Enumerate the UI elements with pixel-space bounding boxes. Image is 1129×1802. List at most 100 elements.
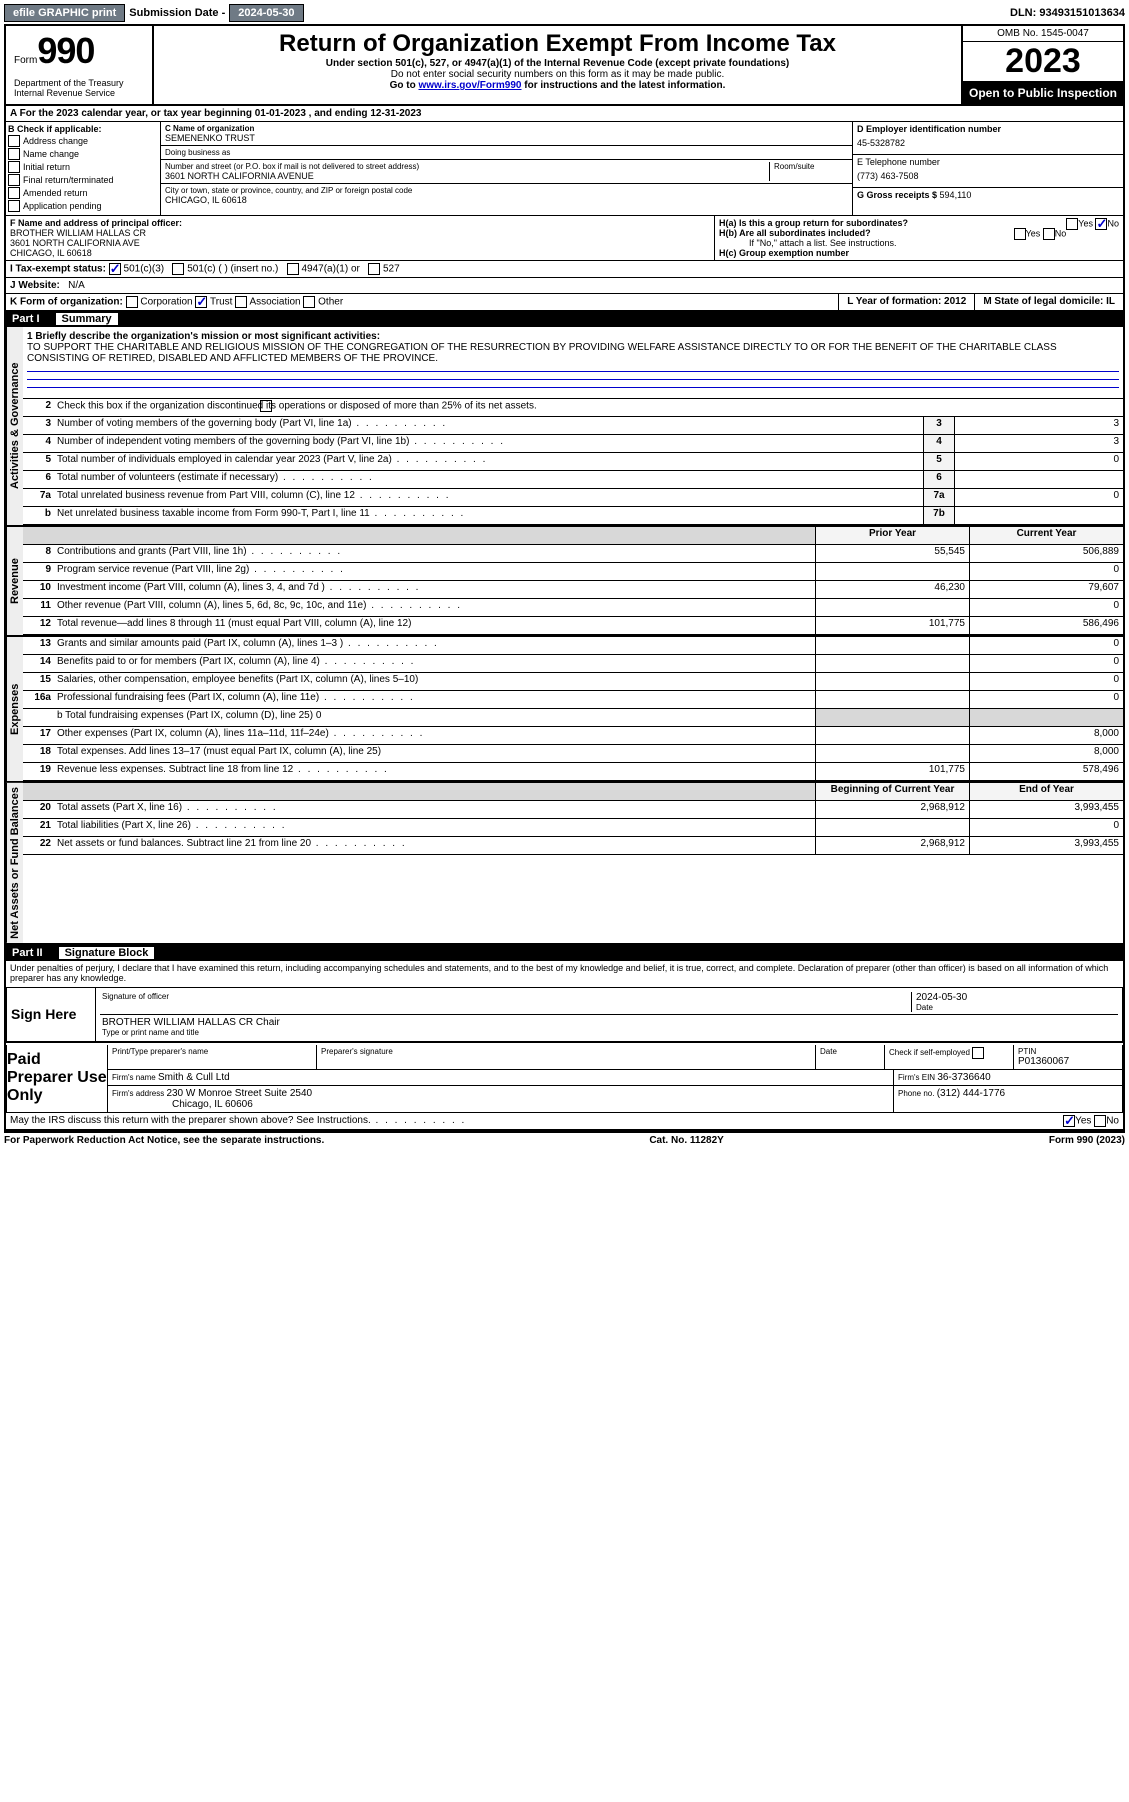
check-4947[interactable] [287, 263, 299, 275]
val-5: 0 [954, 453, 1123, 470]
current-year-header: Current Year [969, 527, 1123, 544]
omb-number: OMB No. 1545-0047 [963, 26, 1123, 42]
cat-no: Cat. No. 11282Y [649, 1135, 723, 1146]
expenses-label: Expenses [6, 637, 23, 781]
revenue-section: Revenue Prior Year Current Year 8Contrib… [6, 527, 1123, 637]
form-container: Form990 Department of the Treasury Inter… [4, 24, 1125, 1133]
net-assets-section: Net Assets or Fund Balances Beginning of… [6, 783, 1123, 945]
end-year-header: End of Year [969, 783, 1123, 800]
website-value: N/A [68, 280, 85, 291]
gross-receipts: 594,110 [940, 190, 972, 200]
checkbox-icon [8, 161, 20, 173]
val-7a: 0 [954, 489, 1123, 506]
form-header: Form990 Department of the Treasury Inter… [6, 26, 1123, 106]
begin-year-header: Beginning of Current Year [815, 783, 969, 800]
mission-text: TO SUPPORT THE CHARITABLE AND RELIGIOUS … [27, 342, 1119, 364]
paid-preparer-label: Paid Preparer Use Only [7, 1045, 108, 1112]
check-527[interactable] [368, 263, 380, 275]
perjury-text: Under penalties of perjury, I declare th… [6, 961, 1123, 985]
ein-value: 45-5328782 [857, 134, 1119, 152]
check-final-return[interactable]: Final return/terminated [8, 174, 158, 186]
check-discontinued[interactable] [260, 400, 272, 412]
net-assets-label: Net Assets or Fund Balances [6, 783, 23, 943]
firm-address: 230 W Monroe Street Suite 2540 [166, 1088, 312, 1099]
checkbox-icon [8, 174, 20, 186]
part-2-header: Part II Signature Block [6, 945, 1123, 961]
expenses-section: Expenses 13Grants and similar amounts pa… [6, 637, 1123, 783]
form990-link[interactable]: www.irs.gov/Form990 [418, 80, 521, 91]
checkbox-icon [8, 135, 20, 147]
val-7b [954, 507, 1123, 524]
check-application-pending[interactable]: Application pending [8, 200, 158, 212]
check-501c[interactable] [172, 263, 184, 275]
firm-ein: 36-3736640 [937, 1072, 990, 1083]
col-d-e-g: D Employer identification number 45-5328… [852, 122, 1123, 215]
form-title: Return of Organization Exempt From Incom… [158, 30, 957, 58]
submission-label: Submission Date - [129, 7, 225, 19]
year-block: OMB No. 1545-0047 2023 Open to Public In… [961, 26, 1123, 104]
phone-value: (773) 463-7508 [857, 167, 1119, 185]
checkbox-icon [8, 200, 20, 212]
check-corporation[interactable] [126, 296, 138, 308]
check-trust[interactable] [195, 296, 207, 308]
checkbox-icon[interactable] [1066, 218, 1078, 230]
part-1-header: Part I Summary [6, 311, 1123, 327]
check-association[interactable] [235, 296, 247, 308]
check-501c3[interactable] [109, 263, 121, 275]
org-name: SEMENENKO TRUST [165, 133, 848, 143]
firm-city: Chicago, IL 60606 [112, 1099, 889, 1110]
check-name-change[interactable]: Name change [8, 148, 158, 160]
dept-label: Department of the Treasury Internal Reve… [14, 78, 144, 98]
check-initial-return[interactable]: Initial return [8, 161, 158, 173]
paperwork-notice: For Paperwork Reduction Act Notice, see … [4, 1135, 324, 1146]
checkbox-icon[interactable] [1043, 228, 1055, 240]
subtitle-1: Under section 501(c), 527, or 4947(a)(1)… [158, 58, 957, 69]
firm-name: Smith & Cull Ltd [158, 1072, 230, 1083]
prior-year-header: Prior Year [815, 527, 969, 544]
paid-preparer-section: Paid Preparer Use Only Print/Type prepar… [6, 1045, 1123, 1113]
row-j: J Website: N/A [6, 278, 1123, 294]
sign-here-label: Sign Here [7, 988, 96, 1041]
officer-name: BROTHER WILLIAM HALLAS CR [10, 228, 710, 238]
governance-label: Activities & Governance [6, 327, 23, 525]
revenue-label: Revenue [6, 527, 23, 635]
dln: DLN: 93493151013634 [1010, 7, 1125, 19]
mission-block: 1 Briefly describe the organization's mi… [23, 327, 1123, 399]
val-6 [954, 471, 1123, 488]
col-b: B Check if applicable: Address change Na… [6, 122, 161, 215]
check-discuss-no[interactable] [1094, 1115, 1106, 1127]
discuss-row: May the IRS discuss this return with the… [6, 1113, 1123, 1131]
row-i: I Tax-exempt status: 501(c)(3) 501(c) ( … [6, 261, 1123, 278]
checkbox-icon[interactable] [1014, 228, 1026, 240]
check-discuss-yes[interactable] [1063, 1115, 1075, 1127]
row-k: K Form of organization: Corporation Trus… [6, 294, 1123, 311]
col-c: C Name of organization SEMENENKO TRUST D… [161, 122, 852, 215]
val-3: 3 [954, 417, 1123, 434]
sign-here-section: Sign Here Signature of officer 2024-05-3… [6, 987, 1123, 1043]
tax-year: 2023 [963, 42, 1123, 82]
checkbox-icon[interactable] [1095, 218, 1107, 230]
goto-line: Go to www.irs.gov/Form990 for instructio… [158, 80, 957, 91]
form-id-block: Form990 Department of the Treasury Inter… [6, 26, 154, 104]
year-of-formation: L Year of formation: 2012 [839, 294, 975, 310]
form-version: Form 990 (2023) [1049, 1135, 1125, 1146]
city-state-zip: CHICAGO, IL 60618 [165, 195, 848, 205]
officer-signature-name: BROTHER WILLIAM HALLAS CR Chair [102, 1017, 1116, 1028]
check-address-change[interactable]: Address change [8, 135, 158, 147]
checkbox-icon [8, 148, 20, 160]
efile-print-button[interactable]: efile GRAPHIC print [4, 4, 125, 22]
subtitle-2: Do not enter social security numbers on … [158, 69, 957, 80]
check-self-employed[interactable] [972, 1047, 984, 1059]
check-other[interactable] [303, 296, 315, 308]
row-a-tax-year: A For the 2023 calendar year, or tax yea… [6, 106, 1123, 122]
street-address: 3601 NORTH CALIFORNIA AVENUE [165, 171, 769, 181]
check-amended[interactable]: Amended return [8, 187, 158, 199]
top-bar: efile GRAPHIC print Submission Date - 20… [4, 4, 1125, 22]
inspection-badge: Open to Public Inspection [963, 82, 1123, 104]
submission-date: 2024-05-30 [229, 4, 303, 22]
officer-addr: 3601 NORTH CALIFORNIA AVE [10, 238, 710, 248]
ptin-value: P01360067 [1018, 1056, 1118, 1067]
title-block: Return of Organization Exempt From Incom… [154, 26, 961, 104]
val-4: 3 [954, 435, 1123, 452]
officer-city: CHICAGO, IL 60618 [10, 248, 710, 258]
